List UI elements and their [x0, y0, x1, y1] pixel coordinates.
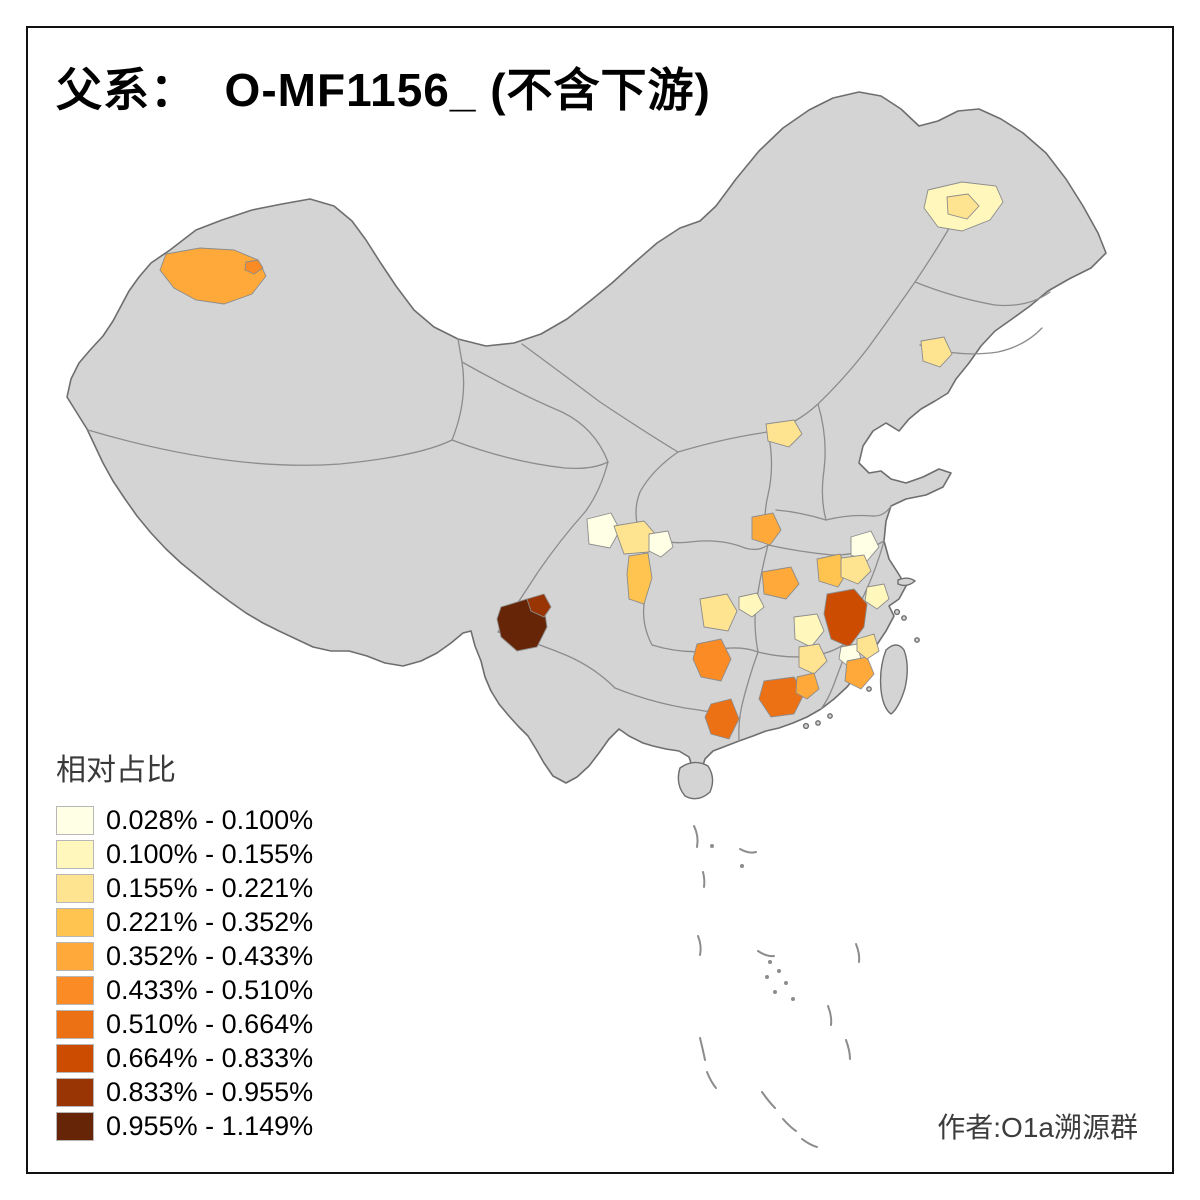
legend-row: 0.221% - 0.352% — [56, 905, 386, 939]
legend-swatch — [56, 1077, 94, 1107]
legend-swatch — [56, 941, 94, 971]
region-jiangsu-a — [850, 530, 880, 562]
legend-row: 0.028% - 0.100% — [56, 803, 386, 837]
south-china-sea-marks — [693, 825, 861, 1148]
region-chongqing — [699, 593, 738, 632]
region-hubei-west — [738, 592, 765, 618]
legend-swatch — [56, 975, 94, 1005]
south-china-sea-islets — [710, 844, 795, 1001]
legend-swatch — [56, 1111, 94, 1141]
legend-swatch — [56, 1043, 94, 1073]
legend-row: 0.433% - 0.510% — [56, 973, 386, 1007]
region-shaanxi — [751, 512, 782, 546]
region-shanghai-area — [864, 583, 890, 610]
islands — [677, 577, 920, 800]
chongming-island — [897, 577, 917, 587]
region-xinjiang-west — [159, 247, 267, 305]
region-xinjiang-west-dot — [244, 259, 264, 275]
region-heilongjiang-inner — [946, 193, 980, 220]
hainan-island — [677, 761, 714, 800]
legend-swatch — [56, 1009, 94, 1039]
colored-regions — [159, 181, 1004, 740]
legend-label: 0.833% - 0.955% — [106, 1076, 314, 1107]
legend-row: 0.664% - 0.833% — [56, 1041, 386, 1075]
region-jiangxi-b — [798, 643, 828, 675]
region-hunan — [692, 638, 732, 682]
legend-label: 0.028% - 0.100% — [106, 804, 314, 835]
region-jiangsu-b — [840, 554, 872, 585]
taiwan-island — [879, 644, 908, 715]
legend-row: 0.955% - 1.149% — [56, 1109, 386, 1143]
region-liaoning — [920, 336, 953, 368]
region-guangdong — [758, 676, 805, 718]
legend-label: 0.352% - 0.433% — [106, 940, 314, 971]
legend-label: 0.664% - 0.833% — [106, 1042, 314, 1073]
legend-label: 0.100% - 0.155% — [106, 838, 314, 869]
legend-row: 0.155% - 0.221% — [56, 871, 386, 905]
legend-row: 0.100% - 0.155% — [56, 837, 386, 871]
region-sichuan-a — [586, 512, 621, 549]
legend-label: 0.510% - 0.664% — [106, 1008, 314, 1039]
region-sichuan-d — [648, 530, 674, 558]
legend-swatch — [56, 839, 94, 869]
attribution: 作者:O1a溯源群 — [937, 1112, 1138, 1143]
legend-rows: 0.028% - 0.100% 0.100% - 0.155% 0.155% - 0… — [56, 803, 386, 1143]
legend-title: 相对占比 — [56, 754, 176, 787]
legend-label: 0.433% - 0.510% — [106, 974, 314, 1005]
legend-swatch — [56, 907, 94, 937]
region-yunnan-dark2 — [526, 593, 552, 618]
legend-label: 0.221% - 0.352% — [106, 906, 314, 937]
region-zhejiang-dark — [823, 588, 868, 648]
region-sichuan-c — [626, 552, 653, 605]
region-fujian-coast — [856, 633, 880, 660]
region-hebei — [765, 419, 803, 448]
legend-row: 0.510% - 0.664% — [56, 1007, 386, 1041]
legend-swatch — [56, 873, 94, 903]
legend-row: 0.833% - 0.955% — [56, 1075, 386, 1109]
legend: 相对占比 0.028% - 0.100% 0.100% - 0.155% 0.155… — [56, 745, 386, 1143]
plot-frame — [26, 26, 1174, 1174]
legend-label: 0.955% - 1.149% — [106, 1110, 314, 1141]
region-henan-south — [761, 566, 800, 600]
legend-row: 0.352% - 0.433% — [56, 939, 386, 973]
region-anhui — [816, 553, 849, 588]
region-guangdong-east — [795, 672, 820, 700]
region-fujian-b — [844, 656, 875, 690]
legend-swatch — [56, 805, 94, 835]
legend-label: 0.155% - 0.221% — [106, 872, 314, 903]
region-guangxi-south — [704, 698, 740, 740]
page-title: 父系： O-MF1156_ (不含下游) — [56, 64, 711, 116]
region-jiangxi-a — [793, 613, 825, 648]
